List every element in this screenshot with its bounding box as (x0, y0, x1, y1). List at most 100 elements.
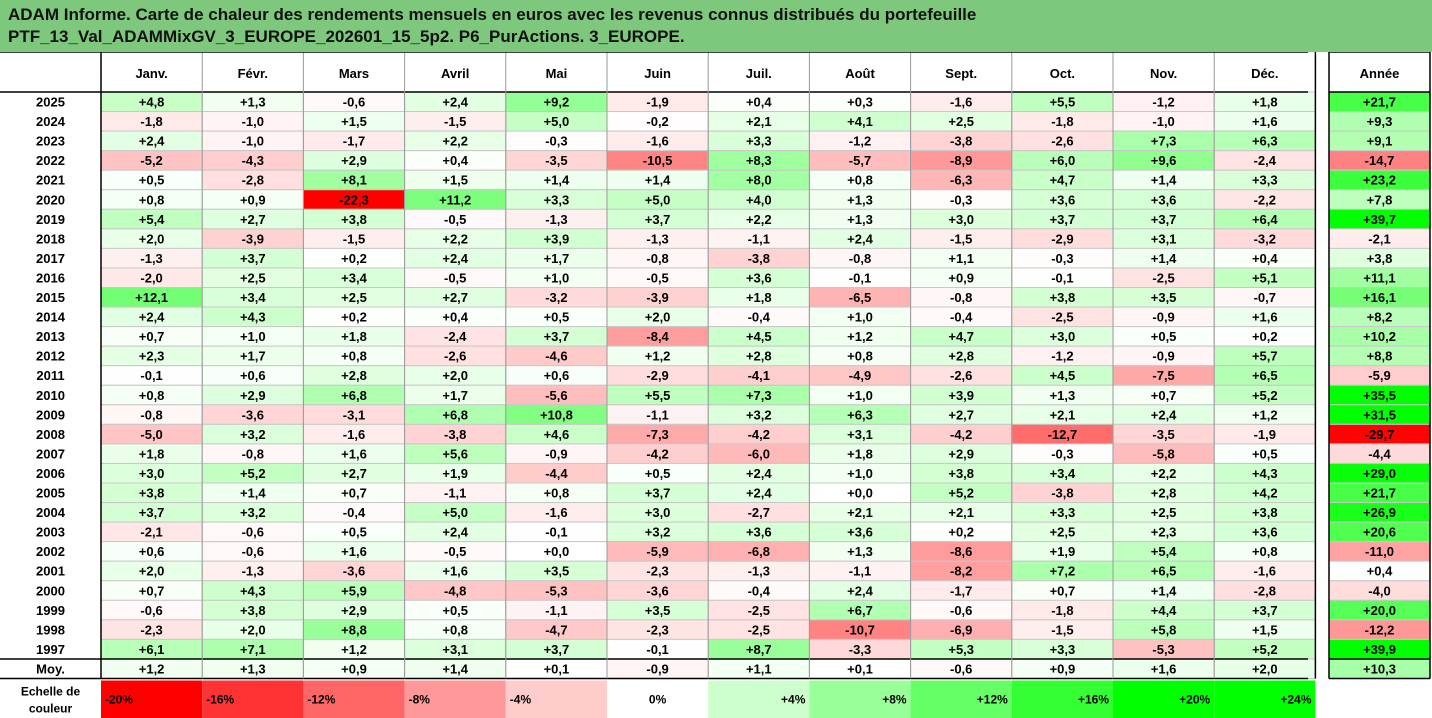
cell-value: -4,8 (444, 583, 466, 598)
color-scale-swatch (404, 680, 506, 718)
cell-value: -4,4 (545, 466, 568, 481)
cell-value: -2,8 (1254, 583, 1276, 598)
cell-value: +6,3 (847, 407, 873, 422)
cell-value: +2,4 (847, 231, 873, 246)
year-cell-bg (0, 522, 101, 542)
cell-value: -0,3 (545, 134, 567, 149)
cell-value: +6,3 (1252, 134, 1278, 149)
cell-value: +1,2 (847, 329, 873, 344)
cell-value: +6,5 (1252, 368, 1278, 383)
cell-value: +1,4 (1151, 583, 1177, 598)
average-value: -0,6 (950, 661, 972, 676)
cell-value: +2,4 (139, 310, 165, 325)
cell-value: +1,4 (544, 173, 570, 188)
year-cell-bg (0, 483, 101, 503)
scale-label-line2: couleur (29, 702, 73, 716)
cell-value: -4,2 (748, 427, 770, 442)
cell-value: +0,8 (544, 486, 570, 501)
cell-value: +3,3 (1050, 642, 1076, 657)
cell-value: -0,5 (444, 544, 466, 559)
cell-value: +0,5 (1151, 329, 1177, 344)
cell-value: +1,7 (240, 349, 266, 364)
year-cell-bg (0, 639, 101, 659)
year-label: 2014 (36, 310, 66, 325)
cell-value: +1,8 (847, 446, 873, 461)
cell-value: +0,4 (442, 310, 468, 325)
cell-value: -22,3 (339, 192, 369, 207)
cell-value: -0,1 (646, 642, 668, 657)
year-label: 2013 (36, 329, 65, 344)
average-value: +1,4 (442, 661, 468, 676)
cell-value: -2,7 (748, 505, 770, 520)
cell-value: -0,5 (444, 212, 466, 227)
cell-value: +3,5 (544, 564, 570, 579)
cell-value: -1,1 (849, 564, 871, 579)
cell-value: +1,2 (1252, 407, 1278, 422)
cell-value: +3,6 (847, 525, 873, 540)
color-scale-label: +12% (977, 693, 1008, 707)
cell-value: -1,9 (1254, 427, 1276, 442)
cell-value: +3,6 (1252, 525, 1278, 540)
cell-value: +1,8 (139, 446, 165, 461)
cell-value: +4,4 (1151, 603, 1177, 618)
average-value: +1,2 (139, 661, 165, 676)
cell-value: -2,2 (1254, 192, 1276, 207)
annual-value: +21,7 (1363, 95, 1396, 110)
annual-value: +20,6 (1363, 525, 1396, 540)
color-scale-label: -8% (409, 693, 431, 707)
cell-value: +1,8 (746, 290, 772, 305)
month-header: Mai (546, 66, 568, 81)
cell-value: +5,2 (1252, 642, 1278, 657)
cell-value: -3,6 (343, 564, 365, 579)
year-cell-bg (0, 561, 101, 581)
color-scale-label: +4% (781, 693, 806, 707)
annual-value: +9,3 (1367, 114, 1393, 129)
cell-value: -3,9 (242, 231, 264, 246)
year-cell-bg (0, 307, 101, 327)
cell-value: -0,6 (140, 603, 162, 618)
cell-value: +3,6 (1151, 192, 1177, 207)
cell-value: +5,1 (1252, 270, 1278, 285)
cell-value: +3,8 (139, 486, 165, 501)
cell-value: +0,9 (240, 192, 266, 207)
average-value: +2,0 (1252, 661, 1278, 676)
average-value: +0,1 (544, 661, 570, 676)
year-cell-bg (0, 463, 101, 483)
cell-value: -3,5 (1152, 427, 1174, 442)
cell-value: -7,3 (646, 427, 668, 442)
cell-value: -4,9 (849, 368, 871, 383)
cell-value: -1,1 (444, 486, 466, 501)
cell-value: -3,5 (545, 153, 567, 168)
cell-value: +3,7 (139, 505, 165, 520)
cell-value: +0,5 (544, 310, 570, 325)
color-scale-label: -4% (510, 693, 532, 707)
cell-value: -0,8 (950, 290, 972, 305)
cell-value: +0,4 (746, 95, 772, 110)
cell-value: +3,9 (948, 388, 974, 403)
cell-value: +6,5 (1151, 564, 1177, 579)
cell-value: -3,8 (1051, 486, 1073, 501)
cell-value: -6,3 (950, 173, 972, 188)
cell-value: -10,7 (845, 622, 875, 637)
annual-value: +23,2 (1363, 173, 1396, 188)
year-cell-bg (0, 580, 101, 601)
cell-value: -2,4 (444, 329, 467, 344)
year-label: 2023 (36, 134, 65, 149)
cell-value: +7,1 (240, 642, 266, 657)
annual-value: -12,2 (1365, 622, 1395, 637)
cell-value: +0,7 (139, 583, 165, 598)
year-cell-bg (0, 600, 101, 620)
cell-value: +2,7 (948, 407, 974, 422)
cell-value: +8,7 (746, 642, 772, 657)
cell-value: -1,1 (545, 603, 567, 618)
cell-value: -0,3 (950, 192, 972, 207)
year-cell-bg (0, 111, 101, 132)
cell-value: -5,3 (1152, 642, 1174, 657)
color-scale-label: -12% (307, 693, 335, 707)
average-value: -0,9 (646, 661, 668, 676)
average-value: +1,3 (240, 661, 266, 676)
month-header: Août (845, 66, 875, 81)
color-scale-swatch (910, 680, 1012, 718)
cell-value: +2,0 (139, 231, 165, 246)
cell-value: +1,0 (847, 388, 873, 403)
